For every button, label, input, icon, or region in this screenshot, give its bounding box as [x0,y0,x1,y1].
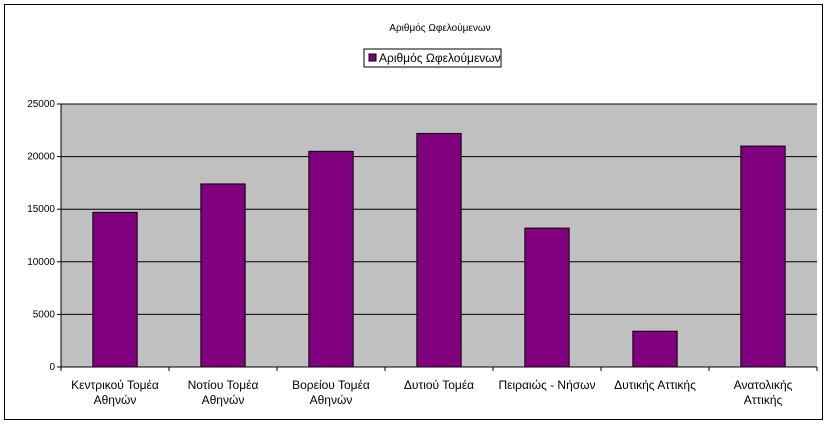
x-category-label-line: Ανατολικής [734,378,793,392]
y-tick-label: 10000 [27,257,55,268]
bar [524,227,570,368]
x-category-label-line: Νοτίου Τομέα [188,378,259,392]
bar [308,150,354,368]
x-category-label: Πειραιώς - Νήσων [498,378,595,392]
bars [92,132,786,368]
y-tick-label: 20000 [27,152,55,163]
x-category-label: Βορείου Τομέα Αθηνών [292,378,370,407]
x-category-label: Νοτίου Τομέα Αθηνών [188,378,259,407]
bar [740,145,786,368]
chart-title: Αριθμός Ωφελούμενων [389,22,490,34]
bar [416,132,462,368]
x-category-label-line: Αττικής [744,393,783,407]
x-category-label-line: Βορείου Τομέα [292,378,370,392]
y-tick-label: 15000 [27,204,55,215]
x-category-label-line: Κεντρικού Τομέα [71,378,159,392]
y-tick-label: 5000 [33,309,56,320]
y-tick-label: 25000 [27,99,55,110]
y-tick-labels: 0 5000 10000 15000 20000 25000 [27,99,61,373]
legend: Αριθμός Ωφελούμενων [363,48,502,68]
x-category-label-line: Αθηνών [94,393,137,407]
x-category-label-line: Δυτικής Αττικής [614,378,696,392]
bar [632,330,678,368]
bar [92,211,138,368]
x-category-label: Κεντρικού Τομέα Αθηνών [71,378,159,407]
x-category-label: Δυτιού Τομέα [404,378,474,392]
bar [200,183,246,368]
x-category-label-line: Αθηνών [202,393,245,407]
x-category-label: Ανατολικής Αττικής [734,378,793,407]
legend-box [363,48,502,68]
x-category-label: Δυτικής Αττικής [614,378,696,392]
legend-label: Αριθμός Ωφελούμενων [379,51,501,65]
x-category-label-line: Αθηνών [310,393,353,407]
legend-swatch [368,53,377,62]
axes [60,104,818,371]
x-category-label-line: Πειραιώς - Νήσων [498,378,595,392]
y-tick-label: 0 [49,362,55,373]
x-category-label-line: Δυτιού Τομέα [404,378,474,392]
